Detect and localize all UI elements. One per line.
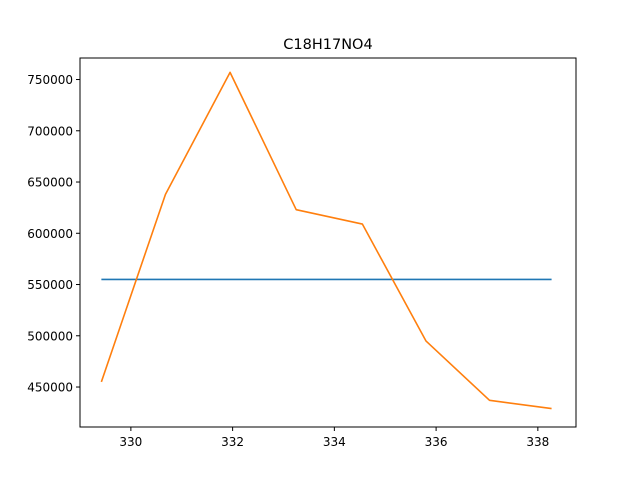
series-layer xyxy=(100,71,552,410)
x-tick-label: 336 xyxy=(425,435,448,449)
y-tick-label: 650000 xyxy=(27,176,73,190)
y-tick-label: 700000 xyxy=(27,124,73,138)
y-tick-label: 500000 xyxy=(27,329,73,343)
plot-frame xyxy=(79,57,577,428)
axes-layer: 330 332 334 336 338 450000 500000 550000 600000 6… xyxy=(27,73,549,449)
y-tick-label: 600000 xyxy=(27,227,73,241)
x-tick-label: 334 xyxy=(323,435,346,449)
chart-title: C18H17NO4 xyxy=(283,37,372,53)
x-tick-label: 338 xyxy=(526,435,549,449)
x-tick-label: 332 xyxy=(221,435,244,449)
x-tick-label: 330 xyxy=(119,435,142,449)
series-line-2 xyxy=(100,71,552,410)
y-tick-label: 750000 xyxy=(27,73,73,87)
y-tick-label: 450000 xyxy=(27,381,73,395)
y-tick-label: 550000 xyxy=(27,278,73,292)
